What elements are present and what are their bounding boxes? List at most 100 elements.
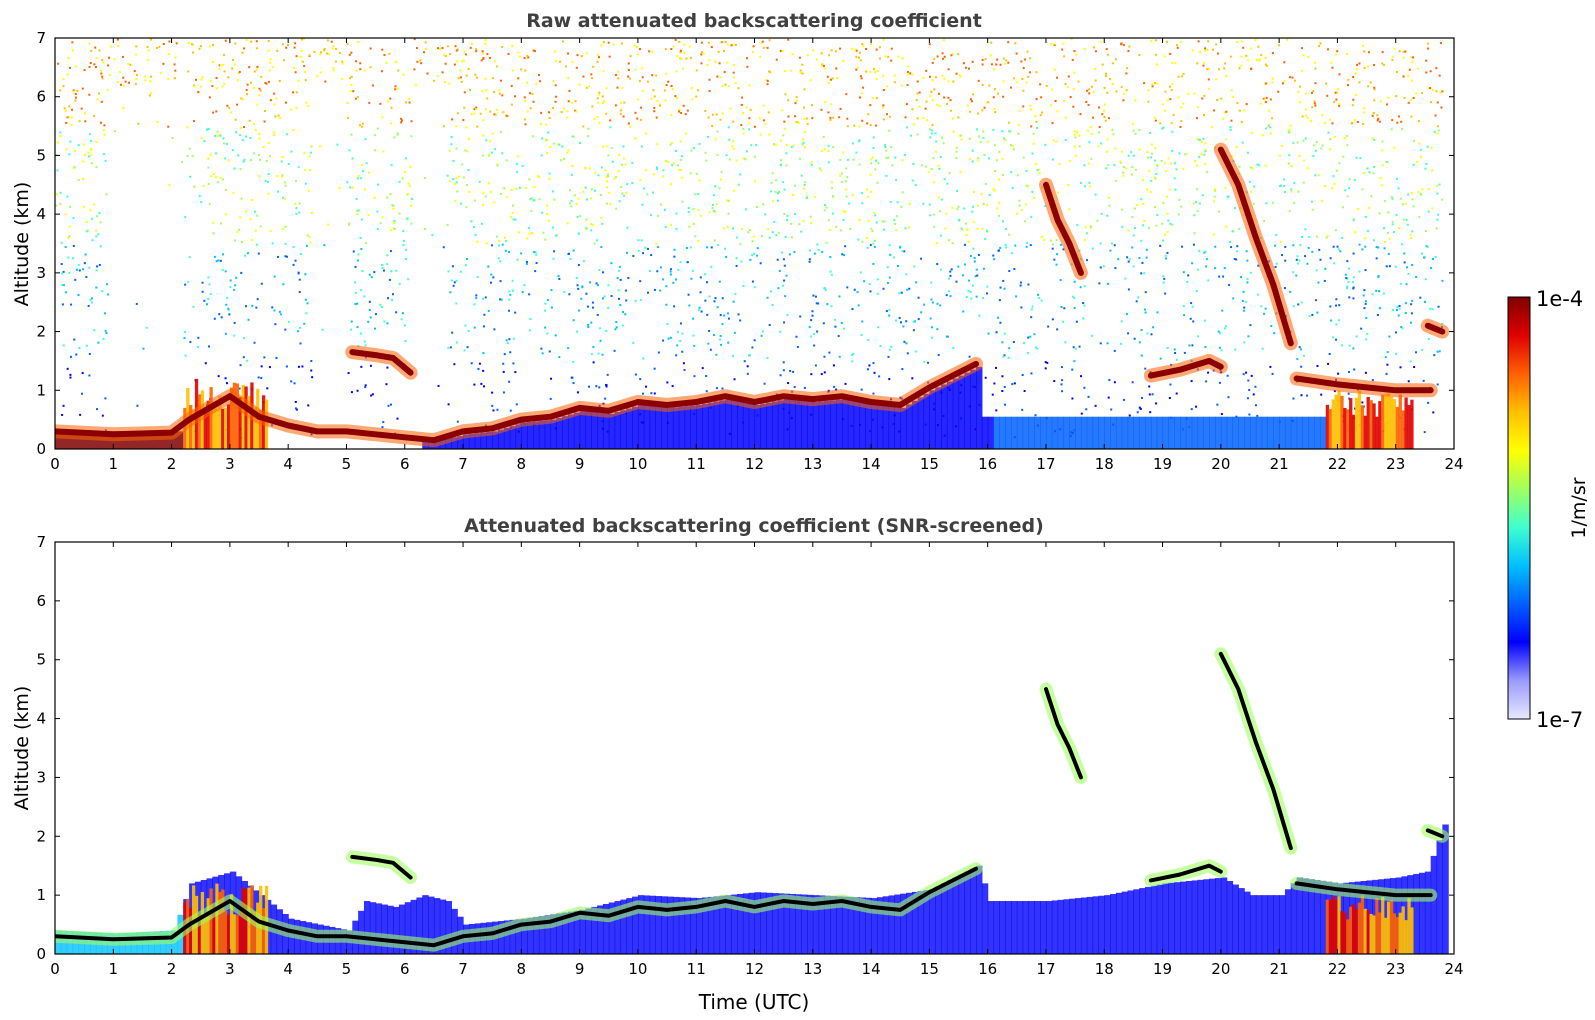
noise-dot bbox=[356, 389, 359, 392]
noise-dot bbox=[1010, 144, 1013, 147]
noise-dot bbox=[999, 63, 1002, 66]
noise-dot bbox=[211, 85, 214, 88]
noise-dot bbox=[479, 112, 482, 115]
noise-dot bbox=[512, 362, 515, 365]
noise-dot bbox=[232, 191, 235, 194]
noise-dot bbox=[829, 118, 832, 121]
noise-dot bbox=[271, 306, 274, 309]
noise-dot bbox=[1254, 38, 1257, 41]
noise-dot bbox=[764, 213, 767, 216]
noise-dot bbox=[281, 196, 284, 199]
noise-dot bbox=[467, 67, 470, 70]
noise-dot bbox=[546, 299, 549, 302]
noise-dot bbox=[1094, 50, 1097, 53]
noise-dot bbox=[826, 303, 829, 306]
noise-dot bbox=[1383, 247, 1386, 250]
noise-dot bbox=[1371, 379, 1374, 382]
noise-dot bbox=[901, 57, 904, 60]
noise-dot bbox=[374, 134, 377, 137]
noise-dot bbox=[593, 189, 596, 192]
noise-dot bbox=[1010, 86, 1013, 89]
surface-cell bbox=[1063, 416, 1070, 449]
noise-dot bbox=[1073, 50, 1076, 53]
noise-dot bbox=[1166, 40, 1169, 43]
noise-dot bbox=[704, 273, 707, 276]
aerosol-column bbox=[253, 407, 257, 449]
noise-dot bbox=[313, 50, 316, 53]
screened-layer bbox=[1144, 859, 1228, 887]
noise-dot bbox=[104, 329, 107, 332]
noise-dot bbox=[257, 153, 260, 156]
surface-cell bbox=[527, 421, 534, 449]
noise-dot bbox=[159, 71, 162, 74]
layer-core bbox=[1148, 863, 1223, 883]
noise-dot bbox=[1180, 205, 1183, 208]
noise-dot bbox=[824, 204, 827, 207]
noise-dot bbox=[1148, 170, 1151, 173]
noise-dot bbox=[570, 205, 573, 208]
noise-dot bbox=[1412, 56, 1415, 59]
noise-dot bbox=[1250, 47, 1253, 50]
noise-dot bbox=[239, 168, 242, 171]
noise-dot bbox=[935, 140, 938, 143]
noise-dot bbox=[1204, 150, 1207, 153]
noise-dot bbox=[853, 48, 856, 51]
noise-dot bbox=[1426, 42, 1429, 45]
noise-dot bbox=[1400, 128, 1403, 131]
noise-dot bbox=[1341, 236, 1344, 239]
noise-dot bbox=[1371, 293, 1374, 296]
noise-dot bbox=[439, 48, 442, 51]
noise-dot bbox=[198, 194, 201, 197]
noise-dot bbox=[395, 269, 398, 272]
noise-dot bbox=[368, 300, 371, 303]
noise-dot bbox=[973, 256, 976, 259]
noise-dot bbox=[1192, 243, 1195, 246]
aerosol-column bbox=[1360, 405, 1365, 449]
screened-cell bbox=[818, 895, 826, 954]
noise-dot bbox=[1325, 82, 1328, 85]
noise-dot bbox=[1163, 55, 1166, 58]
noise-dot bbox=[930, 132, 933, 135]
surface-cell bbox=[888, 406, 895, 449]
noise-dot bbox=[1218, 210, 1221, 213]
noise-dot bbox=[1070, 38, 1073, 41]
noise-dot bbox=[749, 354, 752, 357]
noise-dot bbox=[815, 302, 818, 305]
surface-cell bbox=[981, 416, 989, 449]
noise-dot bbox=[227, 309, 230, 312]
noise-dot bbox=[894, 222, 897, 225]
noise-dot bbox=[572, 382, 575, 385]
noise-dot bbox=[920, 311, 923, 314]
noise-dot bbox=[1106, 138, 1109, 141]
noise-dot bbox=[1196, 164, 1199, 167]
noise-dot bbox=[455, 147, 458, 150]
noise-dot bbox=[981, 63, 984, 66]
noise-dot bbox=[634, 299, 637, 302]
noise-dot bbox=[795, 121, 798, 124]
noise-dot bbox=[394, 85, 397, 88]
noise-dot bbox=[219, 222, 222, 225]
noise-dot bbox=[1407, 101, 1410, 104]
noise-dot bbox=[235, 131, 238, 134]
noise-dot bbox=[1190, 408, 1193, 411]
noise-dot bbox=[1014, 244, 1017, 247]
noise-dot bbox=[740, 260, 743, 263]
noise-dot bbox=[437, 47, 440, 50]
noise-dot bbox=[681, 332, 684, 335]
aerosol-column bbox=[1360, 895, 1365, 954]
screened-cell bbox=[1092, 896, 1100, 954]
noise-dot bbox=[905, 273, 908, 276]
noise-dot bbox=[623, 101, 626, 104]
noise-dot bbox=[484, 77, 487, 80]
noise-dot bbox=[1193, 214, 1196, 217]
noise-dot bbox=[750, 144, 753, 147]
noise-dot bbox=[465, 258, 468, 261]
noise-dot bbox=[698, 179, 701, 182]
noise-dot bbox=[517, 77, 520, 80]
noise-dot bbox=[1083, 285, 1086, 288]
noise-dot bbox=[300, 38, 303, 41]
noise-dot bbox=[368, 308, 371, 311]
noise-dot bbox=[1003, 385, 1006, 388]
noise-dot bbox=[394, 88, 397, 91]
noise-dot bbox=[294, 42, 297, 45]
